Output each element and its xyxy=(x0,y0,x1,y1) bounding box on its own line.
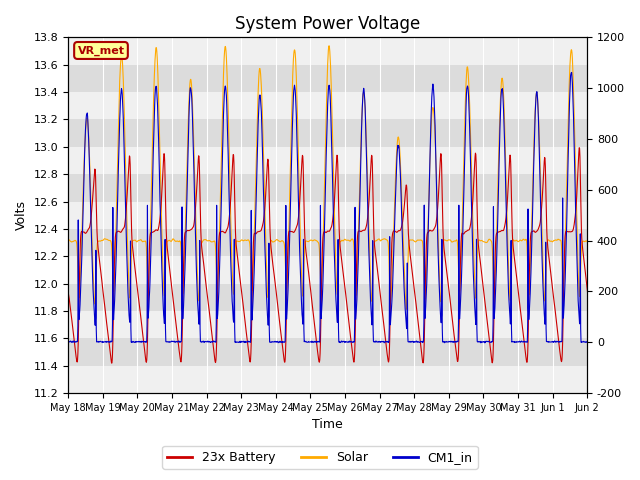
Bar xyxy=(68,65,587,92)
Title: System Power Voltage: System Power Voltage xyxy=(235,15,420,33)
Bar xyxy=(68,256,587,284)
Bar xyxy=(68,284,587,311)
Bar xyxy=(68,338,587,366)
Bar xyxy=(68,147,587,174)
Bar xyxy=(68,92,587,120)
Bar xyxy=(68,202,587,229)
Text: VR_met: VR_met xyxy=(77,45,125,56)
Bar xyxy=(68,229,587,256)
Legend: 23x Battery, Solar, CM1_in: 23x Battery, Solar, CM1_in xyxy=(163,446,477,469)
Bar xyxy=(68,37,587,65)
Bar xyxy=(68,311,587,338)
Y-axis label: Volts: Volts xyxy=(15,200,28,230)
Bar xyxy=(68,366,587,393)
Bar xyxy=(68,174,587,202)
Bar xyxy=(68,120,587,147)
X-axis label: Time: Time xyxy=(312,419,343,432)
